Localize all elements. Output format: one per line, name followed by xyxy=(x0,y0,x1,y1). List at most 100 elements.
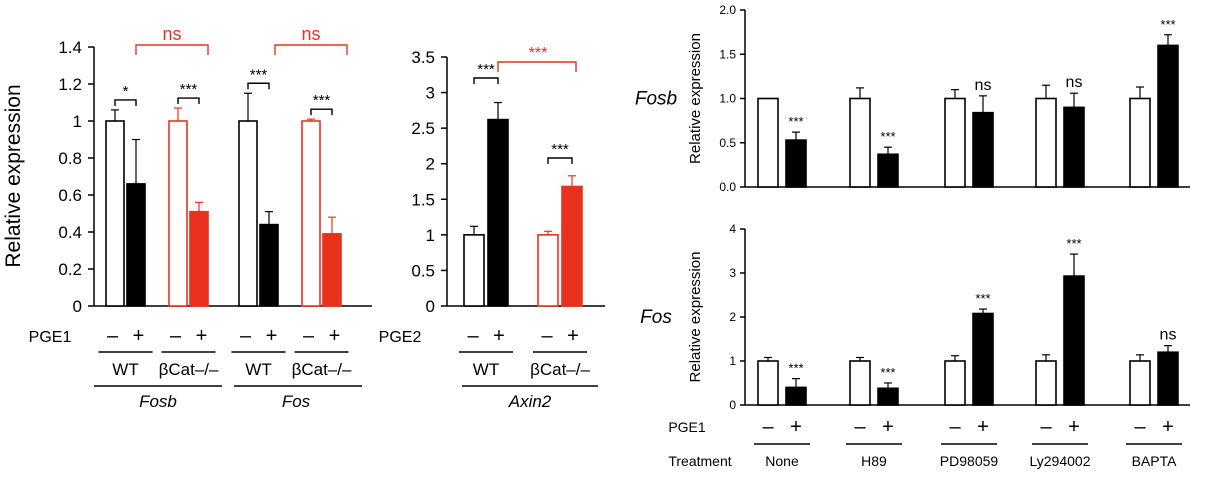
panel-c-fosb-bar-minus xyxy=(1035,97,1057,188)
panel-b-sig-bracket xyxy=(473,77,499,84)
panel-a-bar-plus xyxy=(259,223,279,307)
panel-a-treatment-label: PGE1 xyxy=(29,329,72,346)
panel-c-fosb-bar-plus xyxy=(785,139,807,188)
panel-c-fos-sig-label: *** xyxy=(880,365,895,380)
panel-c-fos-bar-minus xyxy=(757,360,779,406)
panel-b-sign-minus: – xyxy=(467,325,479,347)
panel-b-sign-plus: + xyxy=(567,325,579,347)
panel-a-bar-minus xyxy=(301,120,321,307)
panel-c-fosb-sig-label: *** xyxy=(880,129,895,144)
panel-a-sign-plus: + xyxy=(133,325,145,347)
panel-c-fos-y-axis-title: Relative expression xyxy=(687,252,704,383)
panel-c-fosb-bar-minus xyxy=(1129,97,1151,188)
panel-a-sig-bracket xyxy=(247,82,270,90)
panel-b-between-sig: *** xyxy=(529,45,548,62)
panel-a-sign-plus: + xyxy=(196,325,208,347)
panel-a-y-tick-label: 0.4 xyxy=(58,223,82,242)
panel-c-fos-bar-minus xyxy=(1035,360,1057,406)
panel-b-y-tick-label: 3.5 xyxy=(411,48,435,67)
panel-b-sig-label: *** xyxy=(477,61,495,78)
panel-a-bar-minus xyxy=(168,120,188,307)
panel-a-sign-minus: – xyxy=(303,325,315,347)
panel-a-bar-plus xyxy=(126,183,146,307)
panel-c-sign-plus: + xyxy=(882,416,894,438)
panel-b-bar-minus xyxy=(463,234,485,307)
panel-c-fos-bar-minus xyxy=(849,360,871,406)
panel-a-genotype-label: βCat–/– xyxy=(292,360,352,379)
panel-c-fosb-y-tick-label: 1.0 xyxy=(719,92,736,106)
panel-c-sign-plus: + xyxy=(1068,416,1080,438)
panel-c-fos-sig-label: *** xyxy=(975,291,990,306)
panel-b-between-bracket xyxy=(497,61,577,72)
panel-c-treatment-name: BAPTA xyxy=(1132,453,1178,469)
panel-c-fos-gene-label: Fos xyxy=(640,307,672,328)
panel-c-fos-sig-label: *** xyxy=(1066,236,1081,251)
panel-a-sig-bracket xyxy=(310,108,333,116)
panel-a-sign-minus: – xyxy=(107,325,119,347)
panel-c-treatment-row-label: Treatment xyxy=(668,453,731,469)
panel-a-sig-label: * xyxy=(123,83,129,100)
panel-a-between-sig: ns xyxy=(162,24,181,44)
panel-b-y-tick-label: 1.5 xyxy=(411,190,435,209)
panel-b-genotype-label: βCat–/– xyxy=(530,360,590,379)
panel-c-fos-y-tick-label: 2 xyxy=(729,310,736,324)
panel-a-gene-label: Fos xyxy=(282,392,311,411)
panel-c-fosb-bar-plus xyxy=(1157,44,1179,188)
panel-c-sign-plus: + xyxy=(977,416,989,438)
panel-c-fosb-bar-plus xyxy=(1063,106,1085,188)
panel-c-fos-bar-plus xyxy=(877,387,899,406)
panel-b-treatment-label: PGE2 xyxy=(379,329,422,346)
panel-a-y-tick-label: 1 xyxy=(73,112,82,131)
panel-a-sig-label: *** xyxy=(250,66,268,83)
panel-c-fosb-bar-minus xyxy=(849,97,871,188)
panel-c-fosb-bar-minus xyxy=(757,97,779,188)
panel-b-sig-bracket xyxy=(547,157,573,164)
panel-c-sign-minus: – xyxy=(1134,416,1146,438)
panel-b-y-tick-label: 2 xyxy=(426,155,435,174)
panel-a-y-tick-label: 1.4 xyxy=(58,38,82,57)
panel-b-sign-plus: + xyxy=(493,325,505,347)
panel-c-fosb-y-tick-label: 2.0 xyxy=(719,3,736,17)
panel-a-sig-label: *** xyxy=(180,81,198,98)
panel-c-fosb-sig-label: ns xyxy=(1066,74,1083,91)
panel-c-fosb-bar-minus xyxy=(944,97,966,188)
panel-c-fosb-y-tick-label: 0.0 xyxy=(719,180,736,194)
panel-a-sign-plus: + xyxy=(329,325,341,347)
panel-a-bar-plus xyxy=(322,233,342,307)
panel-c-treatment-name: PD98059 xyxy=(940,453,999,469)
panel-c-fosb-sig-label: ns xyxy=(975,77,992,94)
panel-c-treatment-name: H89 xyxy=(861,453,887,469)
panel-a-y-tick-label: 0.6 xyxy=(58,186,82,205)
panel-c-fos-y-tick-label: 1 xyxy=(729,354,736,368)
panel-a-between-bracket xyxy=(274,44,348,55)
panel-c-fos-bar-plus xyxy=(1157,351,1179,406)
panel-b-bar-plus xyxy=(487,118,509,307)
panel-c-fosb-bar-plus xyxy=(877,153,899,188)
panel-b-gene-label: Axin2 xyxy=(508,392,552,411)
panel-a-gene-label: Fosb xyxy=(139,392,177,411)
panel-b-sig-label: *** xyxy=(551,141,569,158)
panel-a-between-sig: ns xyxy=(301,24,320,44)
panel-b-bar-minus xyxy=(537,234,559,307)
panel-a-sig-bracket xyxy=(114,99,137,106)
panel-c-sign-minus: – xyxy=(1040,416,1052,438)
panel-b-genotype-label: WT xyxy=(473,360,499,379)
panel-a-sign-minus: – xyxy=(170,325,182,347)
panel-a-bar-plus xyxy=(189,210,209,307)
panel-c-fos-y-tick-label: 3 xyxy=(729,266,736,280)
panel-c-sign-plus: + xyxy=(790,416,802,438)
panel-c-fosb-y-axis-title: Relative expression xyxy=(687,33,704,164)
panel-a-y-tick-label: 0 xyxy=(73,297,82,316)
panel-c-sign-minus: – xyxy=(949,416,961,438)
panel-a-sign-plus: + xyxy=(266,325,278,347)
panel-b-y-tick-label: 3 xyxy=(426,84,435,103)
panel-a-between-bracket xyxy=(135,44,209,55)
panel-c-fos-y-tick-label: 0 xyxy=(729,398,736,412)
panel-a-sign-minus: – xyxy=(240,325,252,347)
panel-b-y-tick-label: 0.5 xyxy=(411,261,435,280)
panel-a-bar-minus xyxy=(105,120,125,307)
panel-c-fosb-sig-label: *** xyxy=(788,114,803,129)
panel-b-sign-minus: – xyxy=(541,325,553,347)
panel-c-sign-minus: – xyxy=(762,416,774,438)
